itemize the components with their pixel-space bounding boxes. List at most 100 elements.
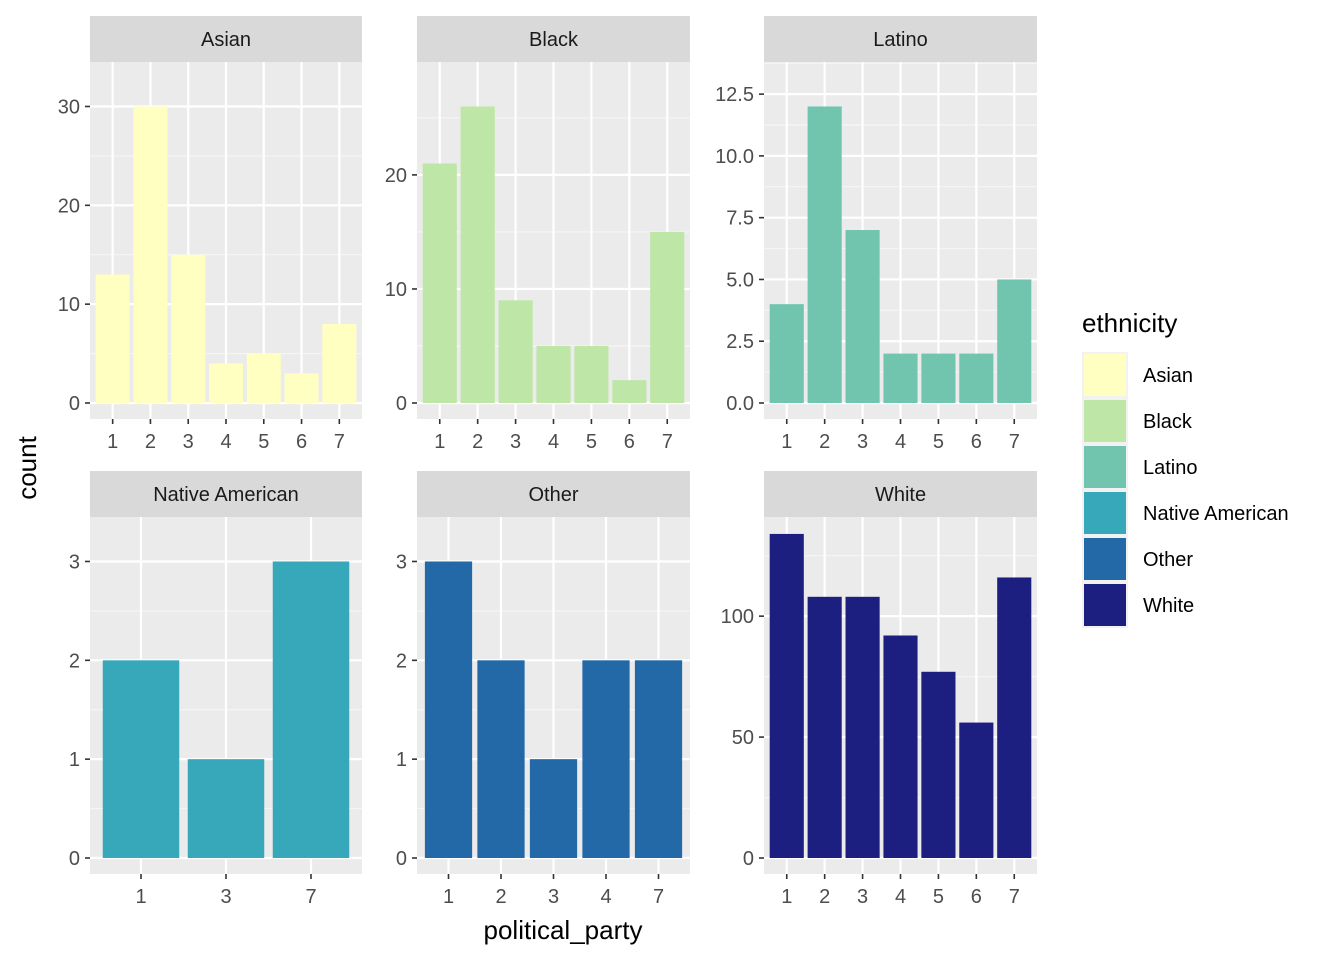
x-tick-label: 1 xyxy=(107,431,118,453)
bar-4 xyxy=(883,635,918,858)
legend-label: Latino xyxy=(1143,457,1198,479)
x-tick-label: 4 xyxy=(600,886,611,908)
x-tick-label: 5 xyxy=(933,886,944,908)
x-tick-label: 1 xyxy=(781,886,792,908)
bar-7 xyxy=(322,323,357,403)
bar-3 xyxy=(529,759,578,858)
facet-strip xyxy=(90,16,362,62)
facet-panel-asian: Asian 0 10 20 30 1 2 3 4 5 6 7 xyxy=(58,16,362,453)
bar-3 xyxy=(187,759,265,858)
x-tick-label: 5 xyxy=(933,431,944,453)
facet-strip xyxy=(417,471,690,517)
y-tick-label: 2 xyxy=(396,650,407,672)
y-tick-label: 30 xyxy=(58,96,80,118)
x-tick-label: 3 xyxy=(220,886,231,908)
bar-6 xyxy=(612,380,647,403)
bar-1 xyxy=(424,561,473,858)
legend-swatch-asian xyxy=(1084,354,1126,396)
y-tick-label: 20 xyxy=(385,165,407,187)
legend-label: Other xyxy=(1143,549,1193,571)
x-tick-label: 3 xyxy=(183,431,194,453)
facet-strip xyxy=(764,471,1037,517)
y-tick-label: 3 xyxy=(396,551,407,573)
x-tick-label: 3 xyxy=(857,431,868,453)
y-tick-label: 0 xyxy=(396,393,407,415)
bar-2 xyxy=(477,660,525,858)
bar-6 xyxy=(959,722,994,858)
legend-label: Asian xyxy=(1143,365,1193,387)
facet-panel-latino: Latino 0.0 2.5 5.0 7.5 10.0 12.5 1 2 3 4 5 6 7 xyxy=(715,16,1037,453)
x-tick-label: 7 xyxy=(334,431,345,453)
x-tick-label: 3 xyxy=(548,886,559,908)
y-tick-label: 7.5 xyxy=(726,208,754,230)
legend-swatch-black xyxy=(1084,400,1126,442)
bar-7 xyxy=(997,279,1032,403)
x-tick-label: 1 xyxy=(434,431,445,453)
y-tick-label: 3 xyxy=(69,551,80,573)
bar-6 xyxy=(284,373,319,403)
x-tick-label: 2 xyxy=(819,431,830,453)
y-tick-label: 5.0 xyxy=(726,269,754,291)
y-axis-title: count xyxy=(12,435,42,499)
x-tick-label: 6 xyxy=(971,886,982,908)
facet-panel-native-american: Native American 0 1 2 3 1 3 7 xyxy=(69,471,362,908)
x-tick-label: 7 xyxy=(653,886,664,908)
facet-strip-label: Asian xyxy=(201,29,251,51)
legend-swatch-other xyxy=(1084,538,1126,580)
x-tick-label: 7 xyxy=(662,431,673,453)
x-tick-label: 1 xyxy=(781,431,792,453)
x-tick-label: 6 xyxy=(971,431,982,453)
facet-strip-label: Native American xyxy=(153,484,299,506)
x-tick-label: 2 xyxy=(472,431,483,453)
y-tick-label: 1 xyxy=(69,749,80,771)
x-tick-label: 6 xyxy=(296,431,307,453)
y-tick-label: 10 xyxy=(385,279,407,301)
bar-5 xyxy=(921,671,956,858)
legend-swatch-native-american xyxy=(1084,492,1126,534)
x-tick-label: 3 xyxy=(510,431,521,453)
x-tick-label: 3 xyxy=(857,886,868,908)
bar-3 xyxy=(171,254,206,403)
bar-5 xyxy=(246,353,281,403)
y-tick-label: 0 xyxy=(69,393,80,415)
legend-label: Native American xyxy=(1143,503,1289,525)
legend-swatch-white xyxy=(1084,584,1126,626)
bar-3 xyxy=(498,300,533,403)
y-tick-label: 1 xyxy=(396,749,407,771)
y-tick-label: 0 xyxy=(743,848,754,870)
x-tick-label: 5 xyxy=(586,431,597,453)
bar-2 xyxy=(807,106,842,403)
facet-panel-other: Other 0 1 2 3 1 2 3 4 7 xyxy=(396,471,690,908)
legend-label: White xyxy=(1143,595,1194,617)
x-tick-label: 6 xyxy=(624,431,635,453)
x-tick-label: 1 xyxy=(443,886,454,908)
bar-4 xyxy=(883,353,918,403)
bar-7 xyxy=(650,231,685,403)
y-tick-label: 0 xyxy=(396,848,407,870)
bar-1 xyxy=(422,163,457,403)
y-tick-label: 50 xyxy=(732,727,754,749)
legend-title: ethnicity xyxy=(1082,308,1177,338)
bar-1 xyxy=(102,660,180,858)
x-tick-label: 2 xyxy=(819,886,830,908)
legend-label: Black xyxy=(1143,411,1193,433)
facet-strip xyxy=(90,471,362,517)
y-tick-label: 0 xyxy=(69,848,80,870)
x-tick-label: 7 xyxy=(1009,886,1020,908)
x-tick-label: 4 xyxy=(895,431,906,453)
x-tick-label: 7 xyxy=(305,886,316,908)
bar-1 xyxy=(769,533,804,858)
x-tick-label: 4 xyxy=(548,431,559,453)
y-tick-label: 0.0 xyxy=(726,393,754,415)
x-tick-label: 1 xyxy=(135,886,146,908)
bar-4 xyxy=(536,345,571,403)
bar-5 xyxy=(574,345,609,403)
bar-3 xyxy=(845,230,880,403)
bar-6 xyxy=(959,353,994,403)
bar-3 xyxy=(845,596,880,858)
y-tick-label: 10.0 xyxy=(715,146,754,168)
bar-2 xyxy=(133,106,168,403)
facet-strip-label: White xyxy=(875,484,926,506)
